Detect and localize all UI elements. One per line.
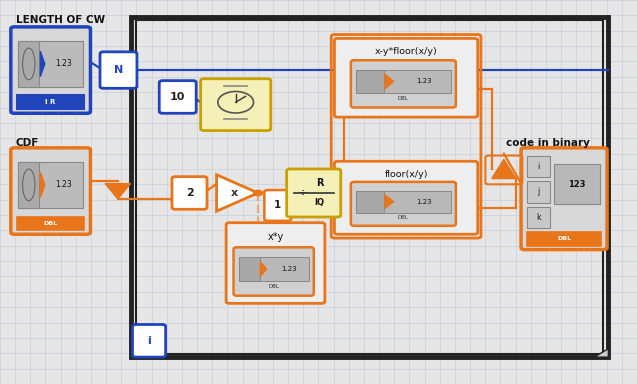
Text: IQ: IQ [315, 198, 324, 207]
FancyBboxPatch shape [521, 148, 607, 250]
Text: 1.23: 1.23 [417, 78, 432, 84]
Text: 123: 123 [569, 180, 586, 189]
Text: i: i [538, 162, 540, 171]
FancyBboxPatch shape [334, 38, 478, 117]
Text: 1: 1 [274, 200, 282, 210]
Text: N: N [114, 65, 123, 75]
Bar [131, 17, 608, 357]
Text: k: k [536, 213, 541, 222]
FancyBboxPatch shape [264, 190, 291, 221]
FancyBboxPatch shape [351, 60, 456, 108]
Text: 1.23: 1.23 [417, 199, 432, 205]
Bar [527, 181, 550, 203]
Bar [527, 207, 550, 228]
Bar [18, 41, 83, 87]
Polygon shape [217, 175, 258, 211]
Text: 1.23: 1.23 [55, 180, 72, 189]
Polygon shape [105, 184, 131, 199]
Text: DBL: DBL [268, 284, 279, 289]
FancyBboxPatch shape [132, 324, 166, 357]
Bar [18, 162, 39, 207]
Bar [17, 217, 84, 230]
FancyBboxPatch shape [351, 182, 456, 226]
Text: floor(x/y): floor(x/y) [384, 170, 428, 179]
Text: code in binary: code in binary [506, 138, 590, 148]
Bar [239, 257, 260, 281]
FancyBboxPatch shape [11, 148, 90, 234]
FancyBboxPatch shape [334, 161, 478, 234]
Text: j: j [538, 187, 540, 196]
Bar [554, 164, 600, 204]
Text: DBL: DBL [398, 96, 409, 101]
Bar [239, 257, 309, 281]
Bar [356, 190, 384, 213]
Bar [527, 232, 601, 246]
Text: DBL: DBL [398, 215, 409, 220]
Bar [17, 94, 84, 109]
Text: I R: I R [45, 99, 56, 105]
Text: 1.23: 1.23 [282, 266, 297, 272]
Polygon shape [40, 172, 45, 197]
Polygon shape [385, 195, 394, 208]
Text: DBL: DBL [557, 237, 571, 242]
Bar [356, 70, 451, 93]
FancyBboxPatch shape [100, 52, 137, 88]
FancyBboxPatch shape [287, 169, 341, 217]
Polygon shape [492, 159, 516, 179]
Text: i: i [147, 336, 151, 346]
Bar [18, 162, 83, 207]
Bar [136, 20, 603, 354]
Text: R: R [316, 178, 323, 188]
Text: x*y: x*y [268, 232, 283, 242]
FancyBboxPatch shape [11, 27, 90, 113]
Polygon shape [40, 51, 45, 76]
Text: x-y*floor(x/y): x-y*floor(x/y) [375, 47, 438, 56]
Bar [527, 156, 550, 177]
Bar [356, 70, 384, 93]
Bar [356, 190, 451, 213]
Polygon shape [594, 349, 608, 357]
Polygon shape [385, 74, 394, 89]
Text: 2: 2 [185, 188, 194, 198]
Text: DBL: DBL [43, 221, 58, 226]
Text: ÷: ÷ [298, 187, 308, 199]
FancyBboxPatch shape [201, 79, 271, 131]
FancyBboxPatch shape [226, 223, 325, 303]
Text: 10: 10 [170, 92, 185, 102]
Text: 1.23: 1.23 [55, 60, 72, 68]
Text: x: x [231, 188, 238, 198]
Text: LENGTH OF CW: LENGTH OF CW [16, 15, 105, 25]
Circle shape [254, 190, 262, 196]
FancyBboxPatch shape [234, 247, 314, 296]
FancyBboxPatch shape [159, 81, 196, 113]
Bar [18, 41, 39, 87]
Text: CDF: CDF [16, 138, 39, 148]
Polygon shape [261, 262, 266, 276]
FancyBboxPatch shape [172, 177, 207, 209]
